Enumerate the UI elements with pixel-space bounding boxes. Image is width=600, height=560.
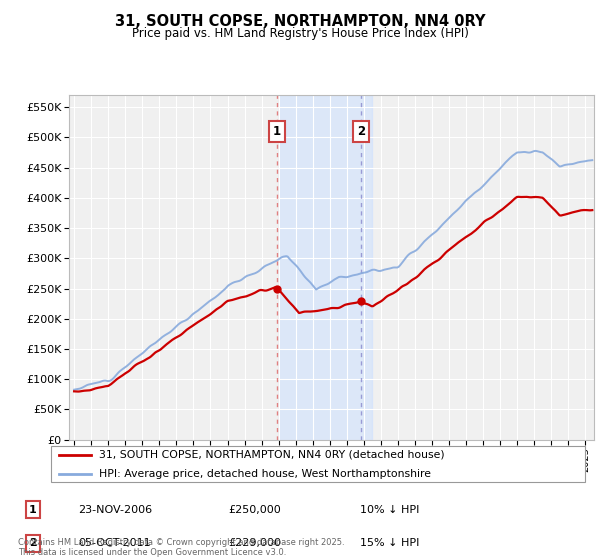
Text: 31, SOUTH COPSE, NORTHAMPTON, NN4 0RY (detached house): 31, SOUTH COPSE, NORTHAMPTON, NN4 0RY (d… (100, 450, 445, 460)
Text: Price paid vs. HM Land Registry's House Price Index (HPI): Price paid vs. HM Land Registry's House … (131, 27, 469, 40)
Text: Contains HM Land Registry data © Crown copyright and database right 2025.
This d: Contains HM Land Registry data © Crown c… (18, 538, 344, 557)
Text: 05-OCT-2011: 05-OCT-2011 (78, 538, 151, 548)
Text: 2: 2 (357, 125, 365, 138)
Text: 10% ↓ HPI: 10% ↓ HPI (360, 505, 419, 515)
Text: £229,000: £229,000 (228, 538, 281, 548)
Text: 2: 2 (29, 538, 37, 548)
Text: 1: 1 (29, 505, 37, 515)
Text: 1: 1 (273, 125, 281, 138)
Text: 31, SOUTH COPSE, NORTHAMPTON, NN4 0RY: 31, SOUTH COPSE, NORTHAMPTON, NN4 0RY (115, 14, 485, 29)
FancyBboxPatch shape (50, 446, 586, 482)
Text: £250,000: £250,000 (228, 505, 281, 515)
Bar (278, 95, 373, 440)
Text: 15% ↓ HPI: 15% ↓ HPI (360, 538, 419, 548)
Text: 23-NOV-2006: 23-NOV-2006 (78, 505, 152, 515)
Text: HPI: Average price, detached house, West Northamptonshire: HPI: Average price, detached house, West… (100, 469, 431, 479)
